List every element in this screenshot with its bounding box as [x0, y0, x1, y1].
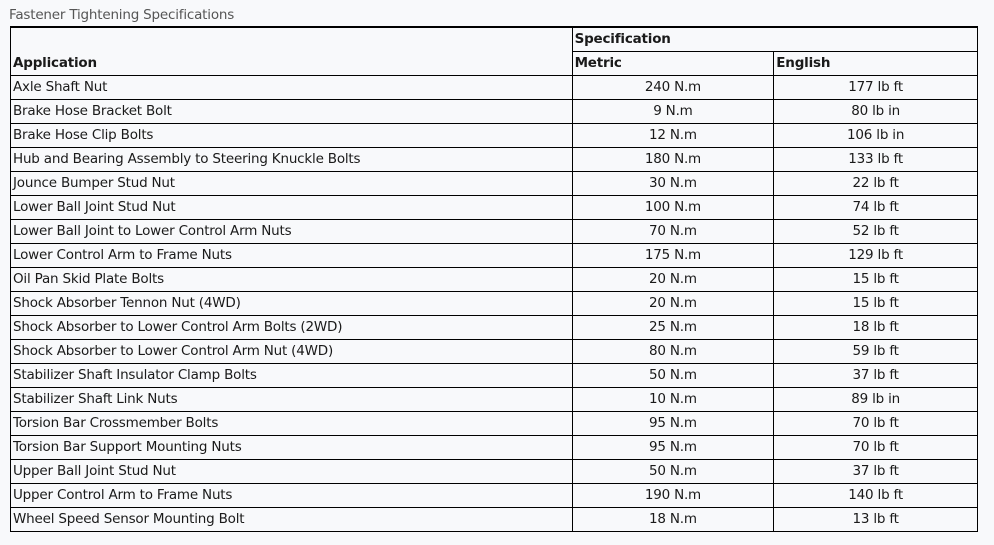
cell-english: 52 lb ft [773, 219, 978, 244]
cell-application: Wheel Speed Sensor Mounting Bolt [10, 507, 573, 532]
table-row: Axle Shaft Nut 240 N.m 177 lb ft [10, 75, 978, 100]
cell-application: Shock Absorber to Lower Control Arm Bolt… [10, 315, 573, 340]
cell-application: Lower Ball Joint to Lower Control Arm Nu… [10, 219, 573, 244]
table-row: Brake Hose Bracket Bolt 9 N.m 80 lb in [10, 99, 978, 124]
cell-metric: 50 N.m [571, 459, 775, 484]
cell-metric: 12 N.m [571, 123, 775, 148]
cell-english: 89 lb in [773, 387, 978, 412]
cell-application: Upper Ball Joint Stud Nut [10, 459, 573, 484]
table-row: Shock Absorber to Lower Control Arm Nut … [10, 339, 978, 364]
cell-application: Torsion Bar Crossmember Bolts [10, 411, 573, 436]
cell-english: 177 lb ft [773, 75, 978, 100]
cell-metric: 9 N.m [571, 99, 775, 124]
cell-english: 22 lb ft [773, 171, 978, 196]
cell-english: 80 lb in [773, 99, 978, 124]
cell-metric: 180 N.m [571, 147, 775, 172]
table-row: Upper Ball Joint Stud Nut 50 N.m 37 lb ft [10, 459, 978, 484]
cell-english: 74 lb ft [773, 195, 978, 220]
table-row: Oil Pan Skid Plate Bolts 20 N.m 15 lb ft [10, 267, 978, 292]
cell-metric: 95 N.m [571, 411, 775, 436]
cell-english: 15 lb ft [773, 267, 978, 292]
cell-application: Upper Control Arm to Frame Nuts [10, 483, 573, 508]
table-row: Wheel Speed Sensor Mounting Bolt 18 N.m 13… [10, 507, 978, 532]
header-row-units: Metric English [11, 51, 978, 76]
cell-application: Shock Absorber Tennon Nut (4WD) [10, 291, 573, 316]
cell-metric: 80 N.m [571, 339, 775, 364]
header-specification: Specification [571, 26, 979, 52]
cell-english: 37 lb ft [773, 363, 978, 388]
table-caption: Fastener Tightening Specifications [9, 7, 235, 23]
cell-metric: 10 N.m [571, 387, 775, 412]
table-row: Lower Ball Joint Stud Nut 100 N.m 74 lb ft [10, 195, 978, 220]
cell-application: Brake Hose Bracket Bolt [10, 99, 573, 124]
cell-english: 70 lb ft [773, 435, 978, 460]
header-row-group: Application Specification [10, 26, 979, 76]
cell-application: Axle Shaft Nut [10, 75, 573, 100]
table-row: Torsion Bar Crossmember Bolts 95 N.m 70 lb… [10, 411, 978, 436]
cell-metric: 70 N.m [571, 219, 775, 244]
cell-metric: 190 N.m [571, 483, 775, 508]
cell-metric: 240 N.m [571, 75, 775, 100]
cell-application: Jounce Bumper Stud Nut [10, 171, 573, 196]
cell-english: 37 lb ft [773, 459, 978, 484]
cell-application: Hub and Bearing Assembly to Steering Knu… [10, 147, 573, 172]
cell-application: Stabilizer Shaft Link Nuts [10, 387, 573, 412]
cell-metric: 20 N.m [571, 291, 775, 316]
cell-english: 129 lb ft [773, 243, 978, 268]
header-metric: Metric [571, 51, 775, 76]
cell-metric: 95 N.m [571, 435, 775, 460]
cell-metric: 100 N.m [571, 195, 775, 220]
cell-application: Oil Pan Skid Plate Bolts [10, 267, 573, 292]
cell-application: Stabilizer Shaft Insulator Clamp Bolts [10, 363, 573, 388]
table-row: Stabilizer Shaft Insulator Clamp Bolts 50… [10, 363, 978, 388]
table-row: Lower Control Arm to Frame Nuts 175 N.m 12… [10, 243, 978, 268]
table-row: Jounce Bumper Stud Nut 30 N.m 22 lb ft [10, 171, 978, 196]
table-row: Lower Ball Joint to Lower Control Arm Nu… [10, 219, 978, 244]
header-english: English [773, 51, 978, 76]
table-row: Hub and Bearing Assembly to Steering Knu… [10, 147, 978, 172]
cell-application: Lower Control Arm to Frame Nuts [10, 243, 573, 268]
cell-english: 70 lb ft [773, 411, 978, 436]
table-row: Stabilizer Shaft Link Nuts 10 N.m 89 lb in [10, 387, 978, 412]
cell-application: Brake Hose Clip Bolts [10, 123, 573, 148]
cell-english: 13 lb ft [773, 507, 978, 532]
table-row: Shock Absorber Tennon Nut (4WD) 20 N.m 15 … [10, 291, 978, 316]
cell-metric: 175 N.m [571, 243, 775, 268]
cell-application: Shock Absorber to Lower Control Arm Nut … [10, 339, 573, 364]
cell-metric: 18 N.m [571, 507, 775, 532]
cell-metric: 30 N.m [571, 171, 775, 196]
cell-english: 140 lb ft [773, 483, 978, 508]
fastener-spec-table: Application Specification Metric English… [10, 26, 979, 532]
table-row: Brake Hose Clip Bolts 12 N.m 106 lb in [10, 123, 978, 148]
cell-english: 106 lb in [773, 123, 978, 148]
cell-english: 18 lb ft [773, 315, 978, 340]
cell-english: 59 lb ft [773, 339, 978, 364]
cell-english: 15 lb ft [773, 291, 978, 316]
cell-metric: 20 N.m [571, 267, 775, 292]
cell-english: 133 lb ft [773, 147, 978, 172]
cell-application: Torsion Bar Support Mounting Nuts [10, 435, 573, 460]
table-row: Shock Absorber to Lower Control Arm Bolt… [10, 315, 978, 340]
cell-metric: 25 N.m [571, 315, 775, 340]
table-row: Upper Control Arm to Frame Nuts 190 N.m 14… [10, 483, 978, 508]
header-application: Application [10, 26, 573, 76]
table-row: Torsion Bar Support Mounting Nuts 95 N.m 7… [10, 435, 978, 460]
cell-application: Lower Ball Joint Stud Nut [10, 195, 573, 220]
cell-metric: 50 N.m [571, 363, 775, 388]
